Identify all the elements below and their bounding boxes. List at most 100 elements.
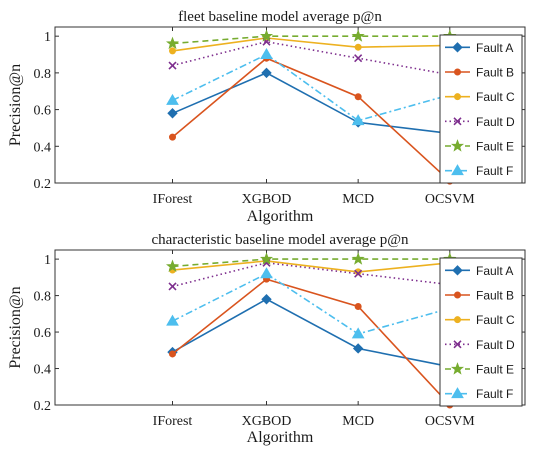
data-point — [167, 108, 178, 119]
data-point — [168, 61, 177, 70]
legend-label: Fault C — [476, 90, 515, 104]
data-point — [169, 47, 176, 55]
y-tick-label: 0.6 — [34, 104, 52, 119]
legend-box — [439, 34, 523, 184]
y-tick-label: 0.6 — [34, 326, 52, 341]
legend-marker — [454, 316, 461, 324]
data-point — [351, 252, 365, 265]
x-tick-label: MCD — [342, 414, 374, 429]
data-point — [352, 343, 364, 354]
legend-marker — [452, 42, 463, 53]
y-tick-label: 0.8 — [34, 67, 52, 82]
data-point — [354, 268, 362, 276]
y-tick-label: 0.8 — [34, 290, 52, 305]
series-fault-a — [167, 67, 456, 139]
legend-label: Fault F — [476, 387, 513, 401]
legend-label: Fault F — [476, 164, 513, 178]
series-fault-b — [169, 275, 454, 409]
x-tick-label: OCSVM — [425, 414, 475, 429]
y-tick-label: 0.2 — [34, 177, 52, 192]
x-tick-label: OCSVM — [425, 192, 475, 207]
data-point — [354, 43, 362, 51]
series-fault-a — [167, 294, 456, 372]
y-tick-label: 0.4 — [34, 140, 52, 155]
series-fault-d — [168, 258, 454, 291]
series-line — [172, 261, 450, 288]
legend-marker — [453, 340, 462, 349]
data-point — [259, 252, 274, 265]
legend-marker — [452, 265, 463, 276]
data-point — [351, 114, 365, 126]
series-line — [172, 260, 450, 273]
legend-label: Fault C — [476, 313, 515, 327]
series-line — [172, 272, 451, 335]
y-tick-label: 1 — [44, 30, 51, 45]
data-point — [169, 350, 176, 358]
data-point — [169, 133, 176, 141]
series-fault-d — [168, 37, 454, 79]
x-tick-label: MCD — [342, 192, 374, 207]
data-point — [354, 93, 362, 101]
data-point — [261, 294, 272, 305]
data-point — [351, 327, 365, 339]
chart-title: characteristic baseline model average p@… — [151, 232, 409, 248]
series-fault-e — [165, 252, 457, 273]
data-point — [166, 314, 179, 326]
legend-label: Fault D — [476, 115, 515, 129]
legend-marker — [454, 93, 461, 101]
series-line — [172, 298, 450, 368]
x-axis-label: Algorithm — [247, 429, 314, 446]
data-point — [259, 29, 274, 42]
chart-1: fleet baseline model average p@n 0.2 0.4 0.… — [7, 9, 526, 225]
legend-label: Fault E — [476, 363, 514, 377]
x-tick-label: IForest — [153, 414, 193, 429]
legend-marker — [451, 387, 464, 399]
legend-label: Fault B — [476, 289, 514, 303]
y-axis-label: Precision@n — [7, 286, 24, 368]
y-axis-label: Precision@n — [7, 64, 24, 146]
legend-marker — [450, 362, 465, 375]
legend-label: Fault A — [476, 264, 513, 278]
series-fault-f — [166, 48, 457, 126]
series-fault-f — [166, 267, 457, 339]
legend-label: Fault E — [476, 140, 514, 154]
data-point — [354, 269, 363, 278]
chart-title: fleet baseline model average p@n — [178, 9, 382, 25]
y-tick-label: 0.4 — [34, 363, 52, 378]
data-point — [260, 267, 273, 279]
legend-label: Fault A — [476, 41, 513, 55]
series-line — [172, 72, 450, 135]
chart-2: characteristic baseline model average p@… — [7, 232, 526, 446]
legend-label: Fault B — [476, 66, 514, 80]
series-fault-c — [169, 257, 454, 276]
series-line — [172, 35, 450, 45]
legend-marker — [454, 291, 461, 299]
series-fault-c — [169, 34, 454, 55]
x-tick-label: IForest — [153, 192, 193, 207]
data-point — [165, 36, 180, 50]
plot-area-frame — [54, 249, 526, 406]
x-tick-label: XGBOD — [242, 414, 292, 429]
legend-marker — [451, 164, 464, 176]
y-tick-label: 1 — [44, 253, 51, 268]
data-point — [260, 48, 273, 60]
data-point — [168, 282, 177, 291]
series-line — [172, 37, 450, 52]
series-fault-b — [169, 54, 454, 185]
data-point — [165, 259, 180, 273]
x-tick-label: XGBOD — [242, 192, 292, 207]
legend-marker — [454, 68, 461, 76]
x-axis-label: Algorithm — [247, 208, 314, 225]
data-point — [354, 303, 362, 311]
legend-box — [439, 257, 523, 407]
data-point — [354, 54, 363, 63]
legend-marker — [453, 117, 462, 126]
data-point — [261, 67, 272, 79]
y-tick-label: 0.2 — [34, 399, 52, 414]
series-line — [172, 278, 451, 406]
series-line — [172, 258, 450, 268]
series-line — [172, 53, 451, 122]
series-line — [171, 57, 451, 182]
